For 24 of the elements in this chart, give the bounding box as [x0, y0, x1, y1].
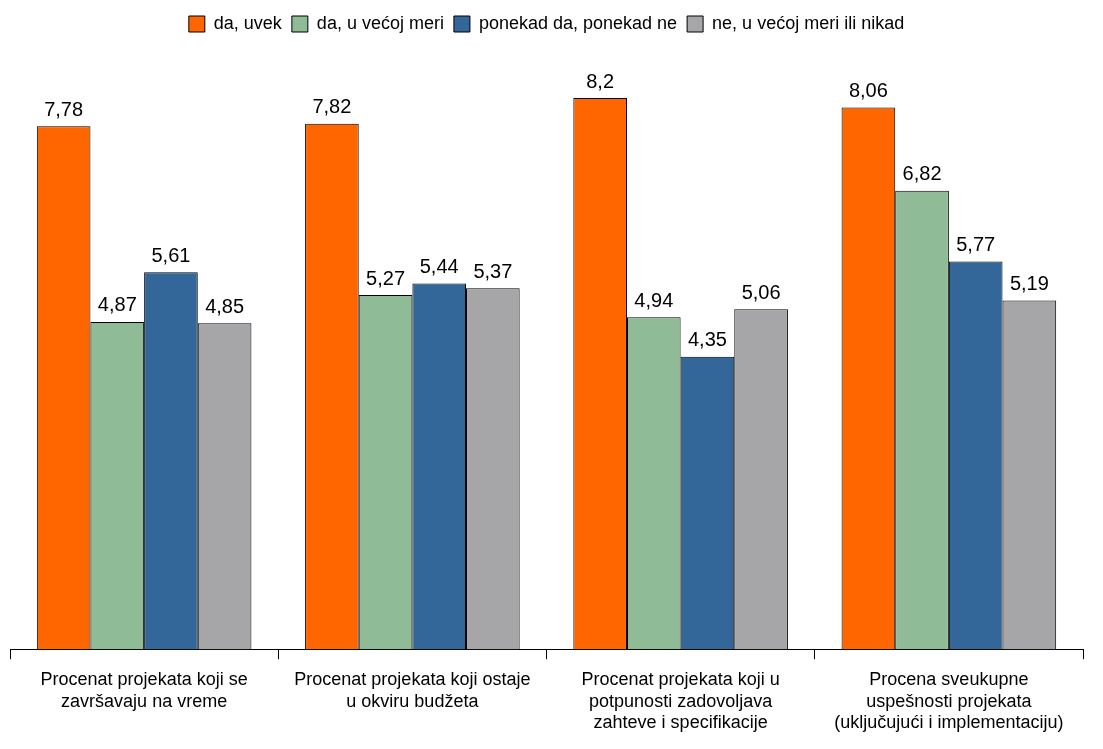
- data-label: 7,78: [44, 97, 84, 120]
- data-label: 8,2: [586, 69, 615, 92]
- data-label: 8,06: [848, 79, 888, 102]
- data-label: 5,06: [741, 280, 781, 303]
- legend-label: ponekad da, ponekad ne: [478, 12, 678, 33]
- legend-label: da, u većoj meri: [316, 12, 444, 33]
- data-label: 4,85: [205, 294, 245, 317]
- data-label: 4,35: [687, 328, 727, 351]
- x-tick-label: Procena sveukupne uspešnosti projekata (uključujući i implementaciju): [834, 668, 1064, 733]
- data-label: 5,37: [473, 259, 513, 282]
- x-tick-label: Procenat projekata koji ostaje u okviru budžeta: [294, 668, 531, 711]
- data-label: 5,44: [419, 255, 459, 278]
- data-label: 4,87: [97, 293, 137, 316]
- data-label: 5,61: [151, 243, 191, 266]
- data-label: 5,77: [956, 232, 996, 255]
- x-tick-label: Procenat projekata koji u potpunosti zadovoljava zahteve i specifikacije: [581, 668, 780, 733]
- data-label: 7,82: [312, 95, 352, 118]
- data-label: 5,27: [366, 266, 406, 289]
- legend-label: ne, u većoj meri ili nikad: [712, 12, 905, 33]
- data-label: 6,82: [902, 162, 942, 185]
- x-tick-label: Procenat projekata koji se završavaju na vreme: [40, 668, 248, 711]
- data-label: 4,94: [634, 288, 674, 311]
- data-label: 5,19: [1009, 271, 1049, 294]
- legend-label: da, uvek: [213, 12, 283, 33]
